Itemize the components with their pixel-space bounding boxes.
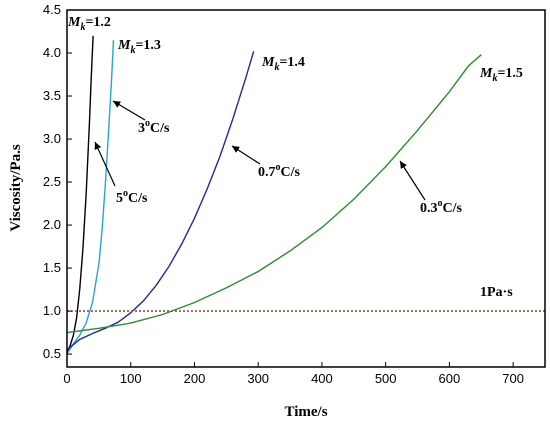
mk-label-3: Mk=1.4 <box>261 55 305 73</box>
mk-label-3-sub: k <box>274 62 279 73</box>
series-line-1 <box>66 35 94 353</box>
series-line-3 <box>66 51 255 351</box>
y-tick-label: 3.5 <box>43 88 61 103</box>
mk-label-1-sub: k <box>80 22 85 33</box>
mk-label-4: Mk=1.5 <box>479 66 523 84</box>
x-tick-label: 600 <box>439 371 461 386</box>
mk-label-4-sub: k <box>492 73 497 84</box>
series-line-4 <box>66 54 482 334</box>
rate-label-0.7-num: 0.7 <box>258 165 276 180</box>
x-tick-label: 200 <box>184 371 206 386</box>
arrow-3C <box>112 100 146 121</box>
x-tick-label: 400 <box>311 371 333 386</box>
rate-label-0.3-num: 0.3 <box>420 201 438 216</box>
reference-line-label: 1Pa·s <box>480 285 513 300</box>
x-tick-label: 500 <box>375 371 397 386</box>
x-axis-title: Time/s <box>284 404 327 420</box>
arrow-0.3C <box>399 160 426 201</box>
mk-label-2-sub: k <box>130 45 135 56</box>
arrow-5C <box>94 141 116 187</box>
series-layer <box>66 35 482 355</box>
mk-label-4-prefix: M <box>479 66 493 81</box>
arrow-0.7C <box>231 145 261 165</box>
y-tick-label: 4.5 <box>43 2 61 17</box>
mk-label-3-value: =1.4 <box>279 55 304 70</box>
rate-label-5-sup: o <box>123 188 128 199</box>
rate-label-5: 5oC/s <box>116 188 148 206</box>
y-tick-label: 0.5 <box>43 346 61 361</box>
mk-label-2-prefix: M <box>117 38 131 53</box>
tick-layer: 0 100 200 300 400 500 600 700 0.5 1.0 1.5 2.0 2.5 3.0… <box>43 2 524 386</box>
y-tick-label: 1.5 <box>43 260 61 275</box>
rate-label-5-unit: C/s <box>128 191 148 206</box>
mk-label-1: Mk=1.2 <box>67 15 111 33</box>
rate-label-0.3-sup: o <box>438 198 443 209</box>
mk-label-1-prefix: M <box>67 15 81 30</box>
y-tick-label: 2.0 <box>43 217 61 232</box>
mk-label-4-value: =1.5 <box>497 66 522 81</box>
rate-label-0.3-unit: C/s <box>443 201 463 216</box>
x-tick-label: 0 <box>63 371 70 386</box>
mk-label-3-prefix: M <box>261 55 275 70</box>
x-tick-label: 700 <box>502 371 524 386</box>
y-tick-label: 2.5 <box>43 174 61 189</box>
rate-label-0.7-unit: C/s <box>281 165 301 180</box>
plot-frame <box>66 9 546 368</box>
rate-label-0.3: 0.3oC/s <box>420 198 463 216</box>
rate-label-3-unit: C/s <box>150 121 170 136</box>
rate-label-0.7-sup: o <box>276 162 281 173</box>
rate-label-3: 3oC/s <box>138 118 170 136</box>
y-tick-label: 4.0 <box>43 45 61 60</box>
y-axis-title: Viscosity/Pa.s <box>8 144 24 232</box>
y-tick-label: 3.0 <box>43 131 61 146</box>
rate-label-3-sup: o <box>145 118 150 129</box>
mk-label-1-value: =1.2 <box>85 15 110 30</box>
series-line-2 <box>66 40 115 355</box>
mk-label-2-value: =1.3 <box>135 38 160 53</box>
mk-label-2: Mk=1.3 <box>117 38 161 56</box>
x-tick-label: 300 <box>247 371 269 386</box>
y-tick-label: 1.0 <box>43 303 61 318</box>
rate-label-5-num: 5 <box>116 191 123 206</box>
x-tick-label: 100 <box>120 371 142 386</box>
rate-label-0.7: 0.7oC/s <box>258 162 301 180</box>
rate-label-3-num: 3 <box>138 121 145 136</box>
